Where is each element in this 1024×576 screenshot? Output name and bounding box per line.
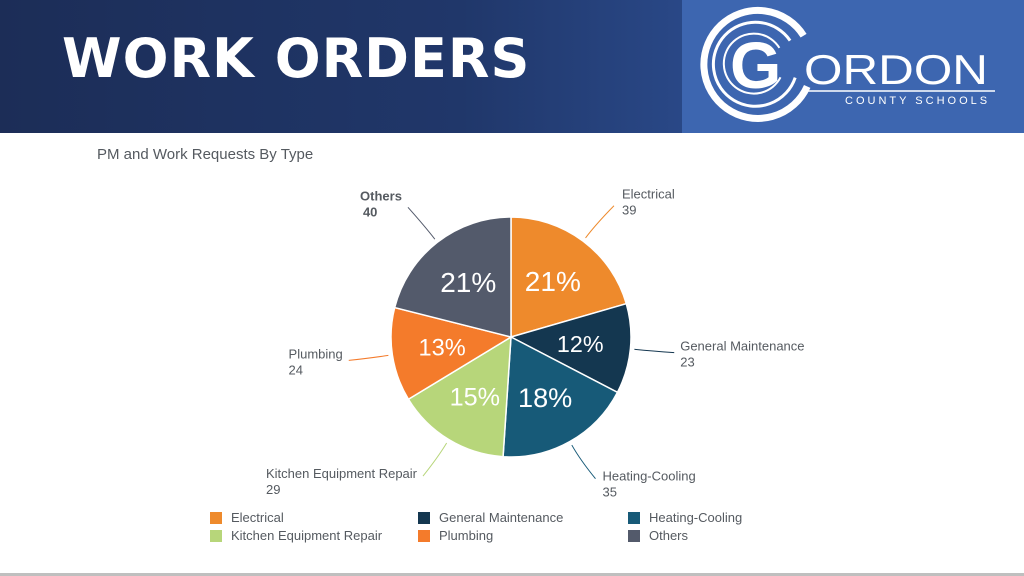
legend-item-heating-cooling[interactable]: Heating-Cooling [628, 510, 742, 525]
slice-name-label: Plumbing [289, 346, 343, 361]
legend-label: General Maintenance [439, 510, 564, 525]
page-title: WORK ORDERS [62, 27, 531, 90]
slice-value-label: 35 [602, 485, 616, 500]
legend-item-plumbing[interactable]: Plumbing [418, 528, 493, 543]
pie-slice-heating-cooling[interactable] [502, 335, 619, 458]
legend-item-kitchen-equipment-repair[interactable]: Kitchen Equipment Repair [210, 528, 382, 543]
slice-name-label: Kitchen Equipment Repair [266, 466, 418, 481]
pie-slice-electrical[interactable] [510, 216, 628, 338]
slice-name-label: Heating-Cooling [602, 469, 695, 484]
chart-title: PM and Work Requests By Type [97, 146, 314, 163]
logo-letter-g: G [730, 28, 781, 102]
slice-value-label: 29 [266, 482, 280, 497]
label-leader-line [634, 348, 675, 354]
pie-slice-plumbing[interactable] [390, 306, 513, 401]
slice-percent-label: 18% [518, 382, 572, 413]
legend-label: Kitchen Equipment Repair [231, 528, 383, 543]
header-banner: WORK ORDERS G ORDON COUNTY SCHOOLS [0, 0, 1024, 133]
pie-slice-general-maintenance[interactable] [508, 302, 632, 394]
legend-label: Plumbing [439, 528, 494, 543]
legend-label: Others [649, 528, 689, 543]
logo-name: ORDON [804, 46, 988, 93]
slice-percent-label: 15% [450, 383, 500, 411]
label-leader-line [348, 354, 389, 361]
slice-name-label: Electrical [622, 187, 675, 202]
slice-percent-label: 21% [525, 266, 581, 297]
logo-tagline: COUNTY SCHOOLS [845, 95, 990, 107]
slice-percent-label: 12% [557, 331, 604, 357]
label-leader-line [571, 444, 596, 480]
legend-label: Heating-Cooling [649, 510, 743, 525]
legend-item-others[interactable]: Others [628, 528, 688, 543]
slice-name-label: Others [360, 188, 402, 203]
slice-percent-label: 21% [440, 267, 496, 298]
slice-name-label: General Maintenance [680, 339, 804, 354]
legend-swatch [418, 511, 430, 524]
pie-slice-kitchen-equipment-repair[interactable] [407, 335, 512, 458]
legend-item-general-maintenance[interactable]: General Maintenance [418, 510, 563, 525]
legend-swatch [210, 511, 222, 524]
legend-label: Electrical [231, 510, 284, 525]
footer-rule [0, 573, 1024, 576]
slice-value-label: 39 [622, 203, 636, 218]
label-leader-line [585, 205, 615, 239]
legend-swatch [628, 529, 640, 542]
slice-value-label: 40 [363, 204, 377, 219]
legend-swatch [418, 529, 430, 542]
legend-swatch [210, 529, 222, 542]
chart-legend: Electrical General Maintenance Heating-Coo… [210, 510, 810, 550]
pie-slice-others[interactable] [393, 216, 512, 338]
legend-swatch [628, 511, 640, 524]
legend-item-electrical[interactable]: Electrical [210, 510, 284, 525]
slice-percent-label: 13% [419, 336, 466, 362]
slice-value-label: 24 [289, 362, 303, 377]
logo-panel: G ORDON COUNTY SCHOOLS [682, 0, 1024, 133]
gordon-county-schools-logo: G ORDON COUNTY SCHOOLS [700, 6, 995, 122]
label-leader-line [407, 206, 436, 240]
slice-value-label: 23 [680, 355, 694, 370]
label-leader-line [422, 442, 448, 477]
